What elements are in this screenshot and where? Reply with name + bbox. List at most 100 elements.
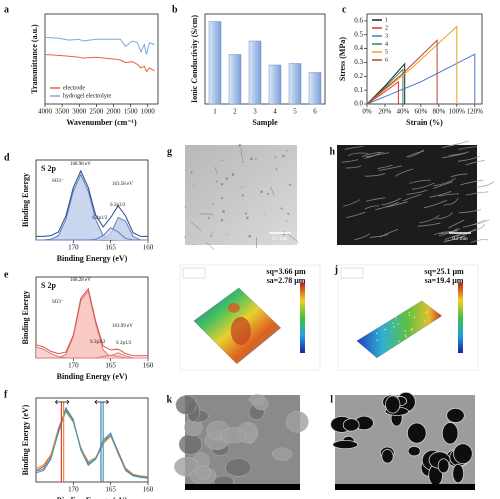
fiber (364, 205, 380, 210)
x-tick-label: 170 (68, 244, 79, 252)
pore (385, 395, 401, 414)
y-tick-label: 0.1 (354, 86, 363, 94)
speck (287, 212, 290, 215)
fiber (364, 173, 386, 177)
x-tick-label: 3500 (55, 108, 70, 116)
surface-feature (392, 314, 395, 317)
line (366, 62, 406, 105)
annotation: S 2p3/2 (110, 203, 126, 208)
speck (222, 210, 225, 213)
speck (220, 182, 224, 186)
surface-feature (415, 334, 418, 336)
fiber (468, 223, 486, 233)
fiber (436, 212, 453, 220)
fiber (443, 197, 459, 206)
micrograph (337, 145, 477, 245)
pore (342, 418, 360, 432)
panel-label: k (166, 394, 172, 405)
speck (210, 234, 212, 237)
grain (285, 410, 309, 433)
line (366, 39, 438, 105)
fiber (341, 159, 359, 163)
speck (193, 244, 195, 246)
scratch (190, 221, 202, 231)
fiber (419, 215, 440, 224)
x-tick-label: 165 (105, 486, 116, 494)
fiber (343, 199, 361, 207)
panel-label: f (4, 389, 8, 400)
surface-feature (398, 340, 400, 343)
line (35, 406, 149, 479)
speck (274, 156, 277, 159)
speck (215, 180, 218, 183)
fiber (363, 152, 381, 159)
speck (185, 169, 187, 171)
x-tick-label: 3 (253, 108, 257, 116)
plot-frame (35, 397, 149, 483)
y-axis-label: Stress (MPa) (338, 37, 347, 81)
pore (446, 407, 465, 423)
x-axis-label: Binding Energy (eV) (57, 372, 128, 381)
annotation: 163.58 eV (112, 182, 133, 187)
y-tick-label: 0.3 (354, 58, 363, 66)
fiber (429, 190, 452, 198)
fiber (470, 239, 489, 243)
y-tick-label: 0.5 (354, 30, 363, 38)
speck (226, 233, 228, 235)
y-axis-label: Binding Energy (21, 290, 30, 344)
grain (225, 458, 252, 477)
grain (272, 447, 293, 461)
legend-label: 6 (385, 57, 388, 63)
x-tick-label: 2 (233, 108, 237, 116)
fiber (369, 234, 389, 238)
grain (178, 434, 203, 455)
surface-feature (393, 326, 395, 328)
x-tick-label: 0% (362, 108, 372, 116)
x-tick-label: 3000 (72, 108, 87, 116)
line (36, 169, 148, 237)
fiber (452, 228, 477, 237)
surface-feature (420, 330, 422, 332)
x-tick-label: 4000 (38, 108, 53, 116)
annotation: SO3⁻ (52, 300, 64, 305)
fiber (408, 149, 425, 158)
micrograph (185, 145, 297, 245)
pore (381, 448, 394, 464)
fiber (344, 145, 364, 150)
y-tick-label: 0.6 (354, 17, 363, 25)
speck (238, 143, 242, 147)
surface-feature (376, 339, 379, 342)
fiber (345, 165, 362, 169)
roughness-label: sa=19.4 μm (425, 276, 464, 285)
scratch (205, 241, 215, 251)
fiber (460, 179, 484, 186)
x-tick-label: 1000 (141, 108, 156, 116)
fiber (402, 193, 422, 202)
fiber (365, 197, 386, 202)
annotation: S 2p1/2 (116, 341, 132, 346)
color-bar (458, 283, 463, 353)
fiber (346, 211, 366, 219)
speck (246, 216, 249, 220)
surface (356, 300, 443, 359)
surface-feature (384, 328, 386, 331)
pore (452, 463, 465, 484)
fiber (354, 233, 370, 241)
y-axis-label: Transmittance (a.u.) (30, 24, 39, 94)
image-g: 0.2 mm (184, 143, 299, 251)
speck (260, 190, 263, 194)
y-tick-label: 0.0 (354, 100, 363, 108)
y-axis-label: Binding Energy (21, 173, 30, 227)
fiber (423, 199, 448, 209)
surface-feature (409, 344, 412, 347)
panel-label: c (342, 4, 347, 15)
area (36, 291, 148, 358)
speck (248, 234, 251, 238)
image-k (174, 394, 309, 490)
speck (266, 192, 270, 196)
x-axis-label: Wavenumber (cm⁻¹) (66, 118, 137, 127)
speck (241, 160, 244, 163)
